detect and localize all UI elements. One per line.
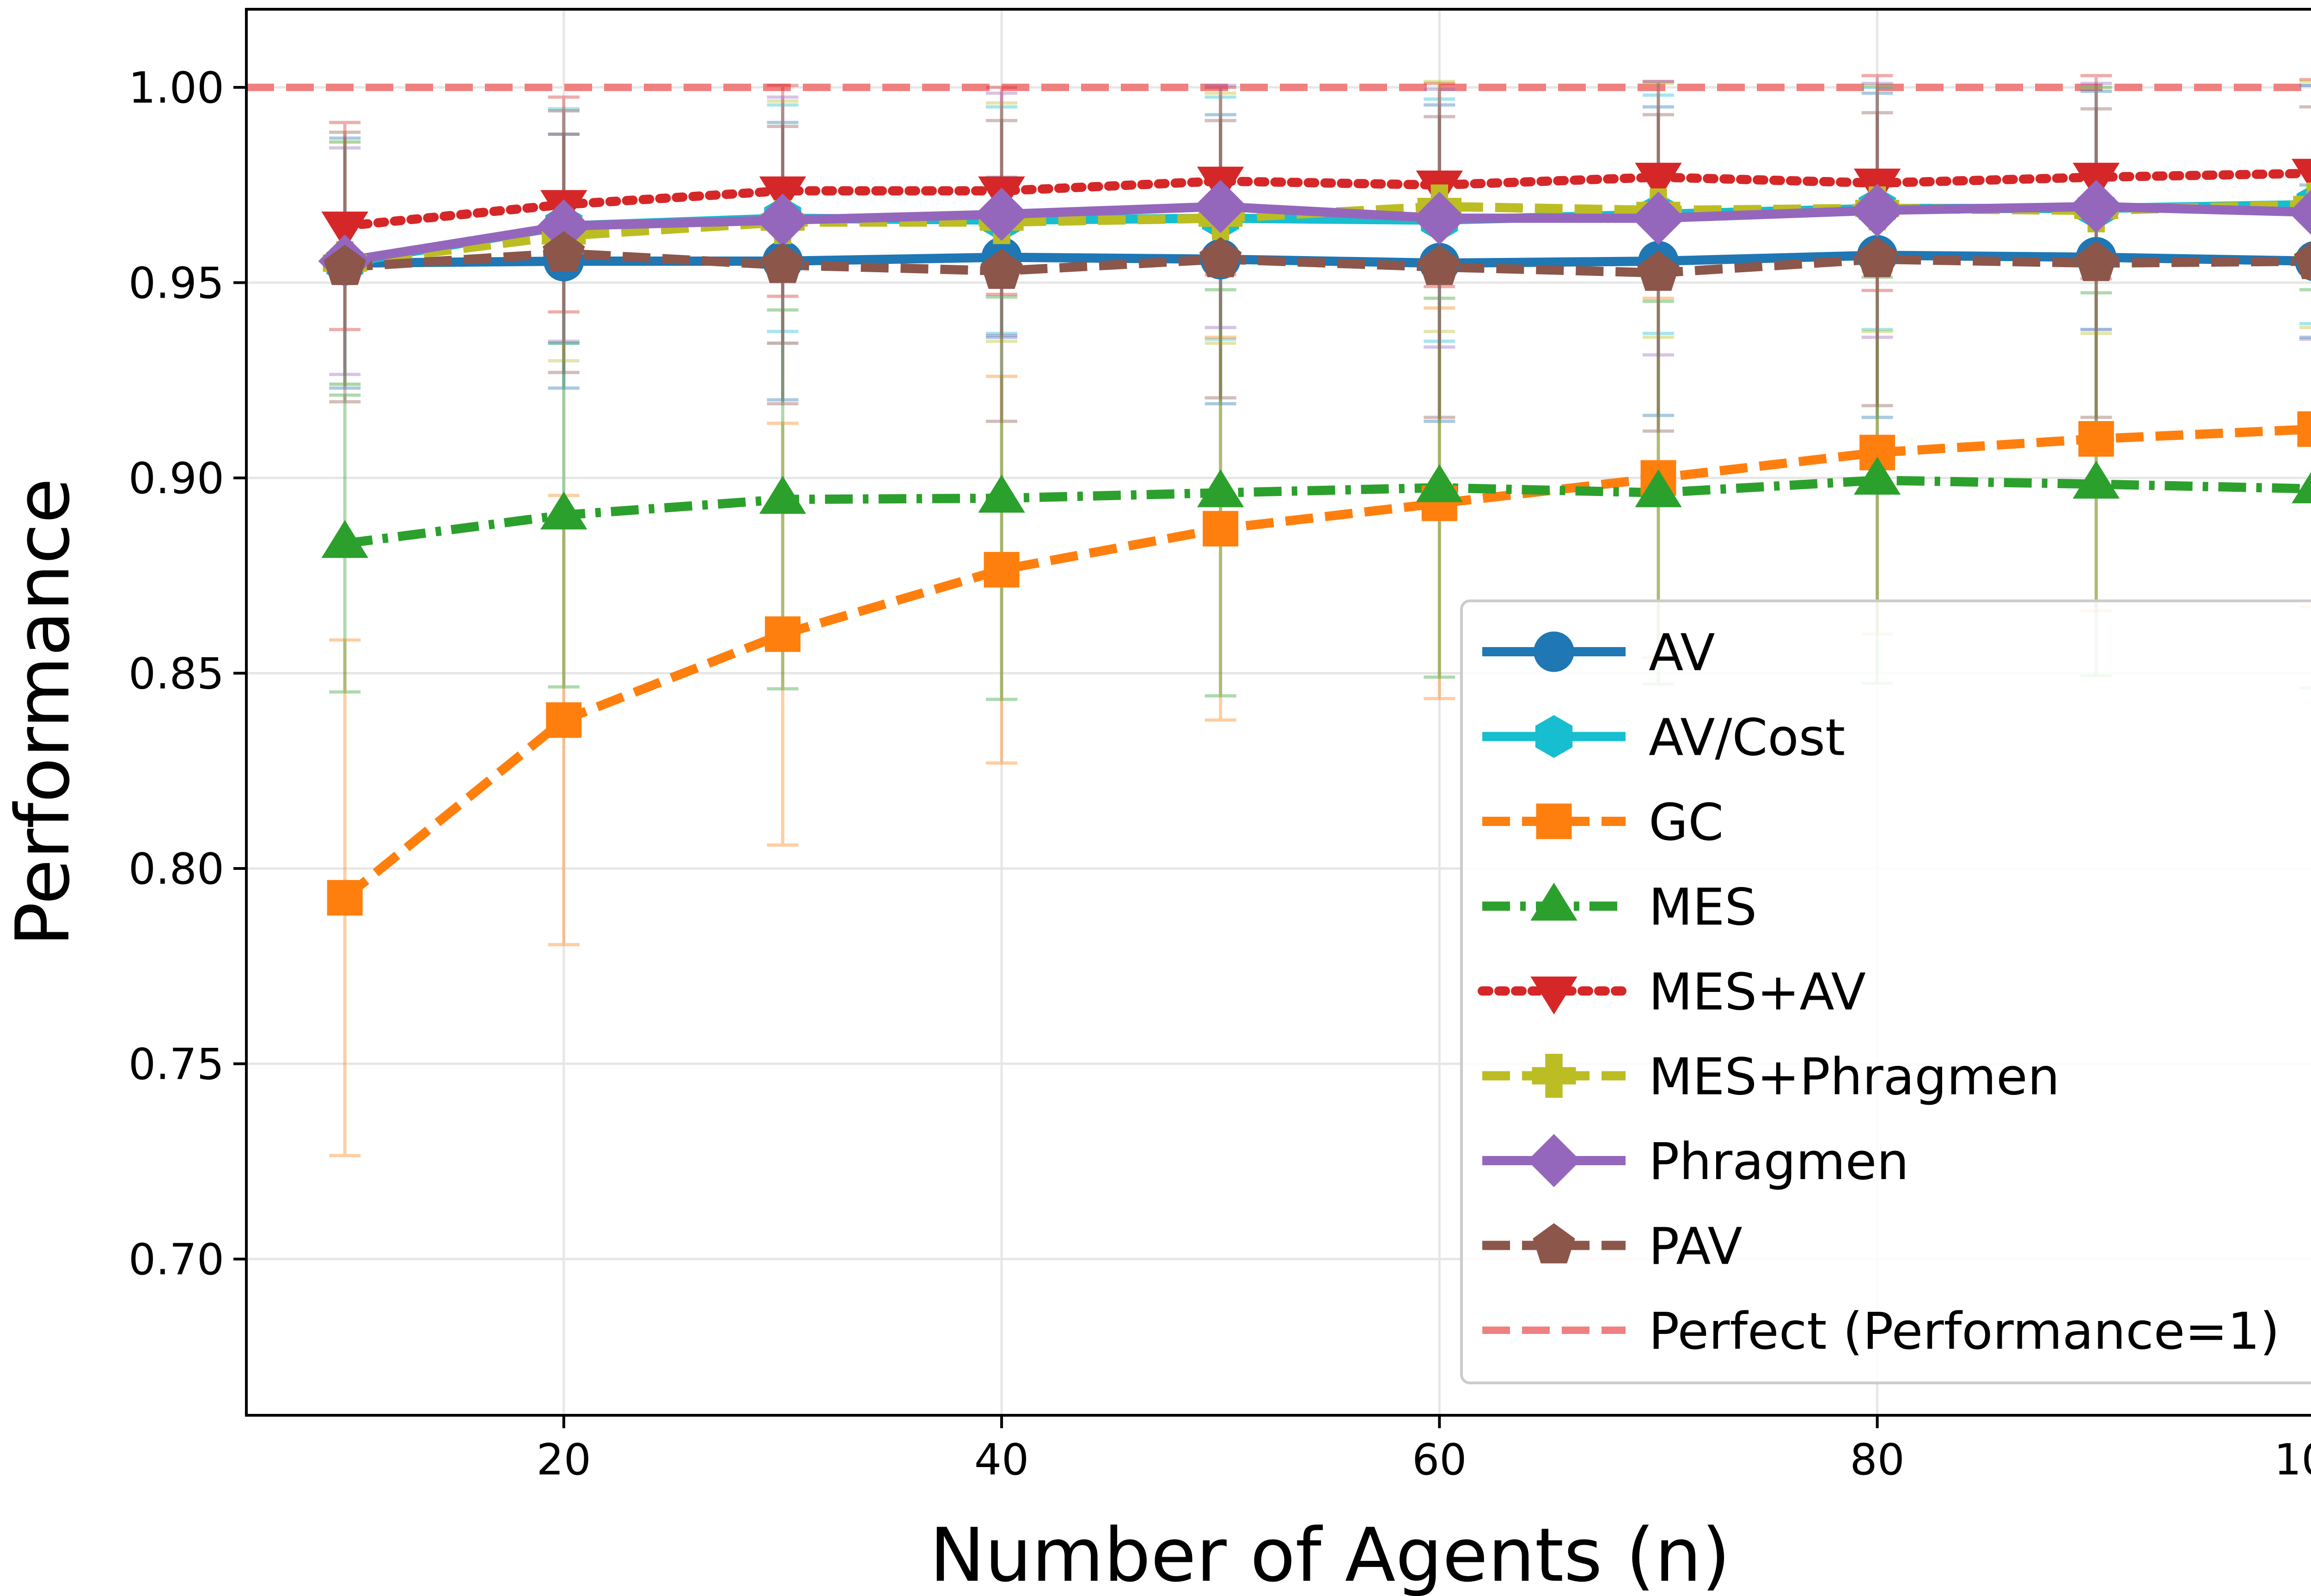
- x-tick-label: 20: [537, 1435, 591, 1485]
- gc-data-point: [327, 880, 363, 916]
- mes-data-point: [2292, 472, 2311, 503]
- y-tick-label: 1.00: [128, 63, 224, 113]
- legend-marker-sample: [1533, 1223, 1575, 1264]
- legend-entry-gc: GC: [1482, 793, 1724, 852]
- phragmen-data-point: [2288, 190, 2311, 235]
- pav-series-line: [344, 249, 2311, 278]
- ticks: 20 40 60 80 100 0.70 0.75 0.80 0.85 0.90 0.95 1.00: [128, 63, 2311, 1485]
- pav-data-point: [543, 231, 585, 272]
- x-tick-label: 80: [1850, 1435, 1904, 1485]
- pav-data-point: [2294, 242, 2311, 279]
- y-tick-label: 0.90: [128, 453, 224, 503]
- legend-marker-sample: [1527, 1134, 1581, 1187]
- mes-data-point: [1416, 464, 1463, 502]
- legend-label: Perfect (Performance=1): [1649, 1302, 2280, 1361]
- legend-marker-sample: [1530, 882, 1577, 921]
- plot-frame: [245, 8, 2311, 1417]
- gc-series-line: [342, 424, 2311, 902]
- y-tick-label: 0.75: [128, 1040, 224, 1089]
- mes-data-point: [978, 475, 1025, 513]
- phragmen-data-point: [1412, 191, 1466, 245]
- y-tick-label: 0.85: [128, 649, 224, 699]
- legend-entry-av: AV: [1482, 623, 1715, 682]
- legend-entry-perfect-performance-1: Perfect (Performance=1): [1482, 1302, 2280, 1361]
- axes: [245, 8, 2311, 1417]
- y-axis-label: Performance: [0, 478, 86, 947]
- series-lines: [340, 169, 2311, 902]
- phragmen-data-point: [2069, 180, 2123, 233]
- legend-marker-sample: [1535, 715, 1573, 758]
- mes-av-series-line: [340, 169, 2311, 231]
- gc-data-point: [764, 616, 801, 652]
- mes-data-point: [2073, 460, 2120, 499]
- legend-marker-sample: [1532, 1053, 1576, 1098]
- legend-marker-sample: [1534, 631, 1574, 672]
- pav-data-point: [980, 249, 1023, 289]
- pav-data-point: [1637, 251, 1680, 291]
- phragmen-data-point: [1194, 180, 1247, 233]
- mes-av-data-point: [321, 211, 368, 250]
- phragmen-error-bar: [2299, 84, 2311, 341]
- gc-data-point: [1203, 511, 1239, 547]
- legend-entry-mes-av: MES+AV: [1478, 962, 1866, 1021]
- pav-data-point: [324, 245, 366, 285]
- legend: AV AV/Cost GC MES MES+AV MES+Phragmen Phragmen…: [1460, 599, 2311, 1384]
- x-axis-label: Number of Agents (n): [929, 1512, 1730, 1596]
- legend-label: PAV: [1649, 1217, 1742, 1276]
- x-tick-label: 60: [1412, 1435, 1467, 1485]
- pav-data-point: [2075, 241, 2117, 281]
- mes-data-point: [321, 520, 368, 558]
- gc-data-point: [984, 552, 1020, 588]
- phragmen-data-point: [1851, 183, 1904, 237]
- pav-data-point: [1199, 237, 1242, 277]
- legend-entry-phragmen: Phragmen: [1482, 1132, 1909, 1191]
- mes-series-line: [344, 476, 2311, 548]
- legend-entry-av-cost: AV/Cost: [1482, 708, 1845, 767]
- series-markers: [318, 159, 2311, 916]
- mes-data-point: [1853, 457, 1901, 495]
- legend-label: AV: [1649, 623, 1715, 682]
- phragmen-series-line: [344, 202, 2311, 266]
- mes-phragmen-error-bar: [2299, 79, 2311, 330]
- gc-data-point: [2078, 421, 2114, 457]
- legend-entry-mes-phragmen: MES+Phragmen: [1482, 1047, 2060, 1107]
- legend-label: MES+Phragmen: [1649, 1047, 2060, 1107]
- legend-label: MES: [1649, 878, 1757, 937]
- y-tick-label: 0.95: [128, 258, 224, 308]
- y-tick-label: 0.80: [128, 844, 224, 894]
- legend-marker-sample: [1530, 976, 1577, 1015]
- legend-box: [1460, 599, 2311, 1384]
- legend-label: MES+AV: [1649, 962, 1866, 1021]
- legend-label: GC: [1649, 793, 1724, 852]
- mes-data-point: [1635, 469, 1682, 508]
- x-tick-label: 40: [974, 1435, 1029, 1485]
- x-tick-label: 100: [2274, 1435, 2311, 1485]
- mes-av-data-point: [2292, 159, 2311, 190]
- legend-label: Phragmen: [1649, 1132, 1909, 1191]
- gc-data-point: [546, 702, 582, 738]
- phragmen-data-point: [975, 188, 1028, 241]
- mes-av-data-point: [1635, 163, 1682, 201]
- mes-data-point: [1197, 469, 1244, 508]
- av-cost-error-bar: [2299, 84, 2311, 325]
- mes-data-point: [759, 476, 807, 514]
- av-error-bar: [2299, 183, 2311, 339]
- y-tick-label: 0.70: [128, 1235, 224, 1284]
- pav-data-point: [1856, 237, 1899, 277]
- phragmen-data-point: [1632, 191, 1685, 245]
- mes-data-point: [540, 491, 587, 530]
- pav-data-point: [1418, 245, 1461, 285]
- gc-data-point: [2297, 411, 2311, 447]
- legend-label: AV/Cost: [1649, 708, 1845, 767]
- pav-data-point: [761, 243, 804, 283]
- legend-marker-sample: [1536, 803, 1572, 839]
- legend-entry-mes: MES: [1482, 878, 1757, 937]
- legend-entry-pav: PAV: [1482, 1217, 1742, 1276]
